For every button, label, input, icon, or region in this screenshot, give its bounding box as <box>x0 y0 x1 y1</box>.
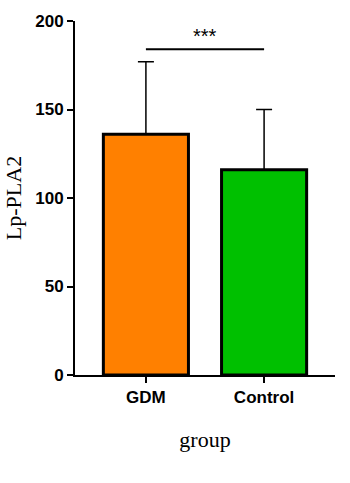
svg-text:50: 50 <box>45 277 64 296</box>
svg-text:group: group <box>179 427 230 452</box>
svg-text:Lp-PLA2: Lp-PLA2 <box>1 156 26 240</box>
svg-text:***: *** <box>193 25 217 47</box>
svg-text:Control: Control <box>234 388 294 407</box>
svg-text:200: 200 <box>35 12 63 31</box>
svg-text:0: 0 <box>54 366 63 385</box>
svg-text:GDM: GDM <box>126 388 166 407</box>
svg-text:100: 100 <box>35 189 63 208</box>
svg-text:150: 150 <box>35 100 63 119</box>
